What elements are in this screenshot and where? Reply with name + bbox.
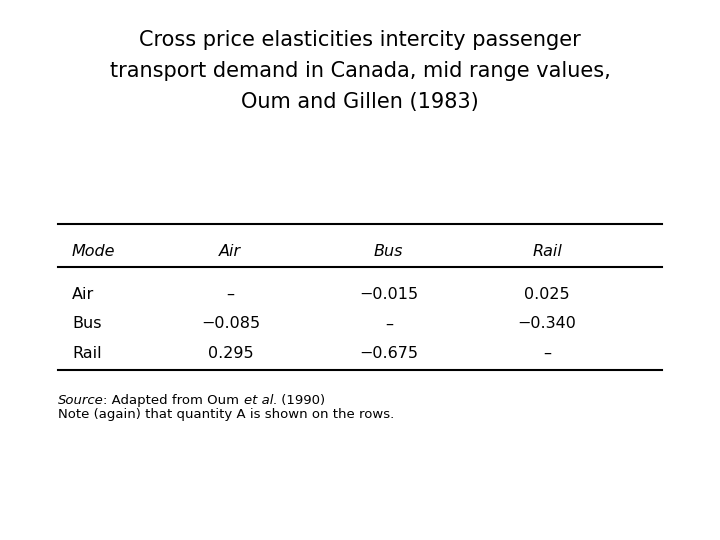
Text: −0.085: −0.085 [201,316,260,332]
Text: Air: Air [220,244,241,259]
Text: Source: Source [58,394,104,407]
Text: et al.: et al. [243,394,277,407]
Text: −0.340: −0.340 [518,316,577,332]
Text: 0.295: 0.295 [207,346,253,361]
Text: Bus: Bus [374,244,403,259]
Text: −0.675: −0.675 [359,346,418,361]
Text: Mode: Mode [72,244,115,259]
Text: Oum and Gillen (1983): Oum and Gillen (1983) [241,92,479,112]
Text: Cross price elasticities intercity passenger: Cross price elasticities intercity passe… [139,30,581,50]
Text: 0.025: 0.025 [524,287,570,302]
Text: (1990): (1990) [277,394,325,407]
Text: Note (again) that quantity A is shown on the rows.: Note (again) that quantity A is shown on… [58,408,394,421]
Text: –: – [384,316,393,332]
Text: : Adapted from Oum: : Adapted from Oum [104,394,243,407]
Text: –: – [226,287,235,302]
Text: Bus: Bus [72,316,102,332]
Text: −0.015: −0.015 [359,287,418,302]
Text: –: – [543,346,552,361]
Text: Air: Air [72,287,94,302]
Text: Rail: Rail [72,346,102,361]
Text: transport demand in Canada, mid range values,: transport demand in Canada, mid range va… [109,61,611,81]
Text: Rail: Rail [532,244,562,259]
